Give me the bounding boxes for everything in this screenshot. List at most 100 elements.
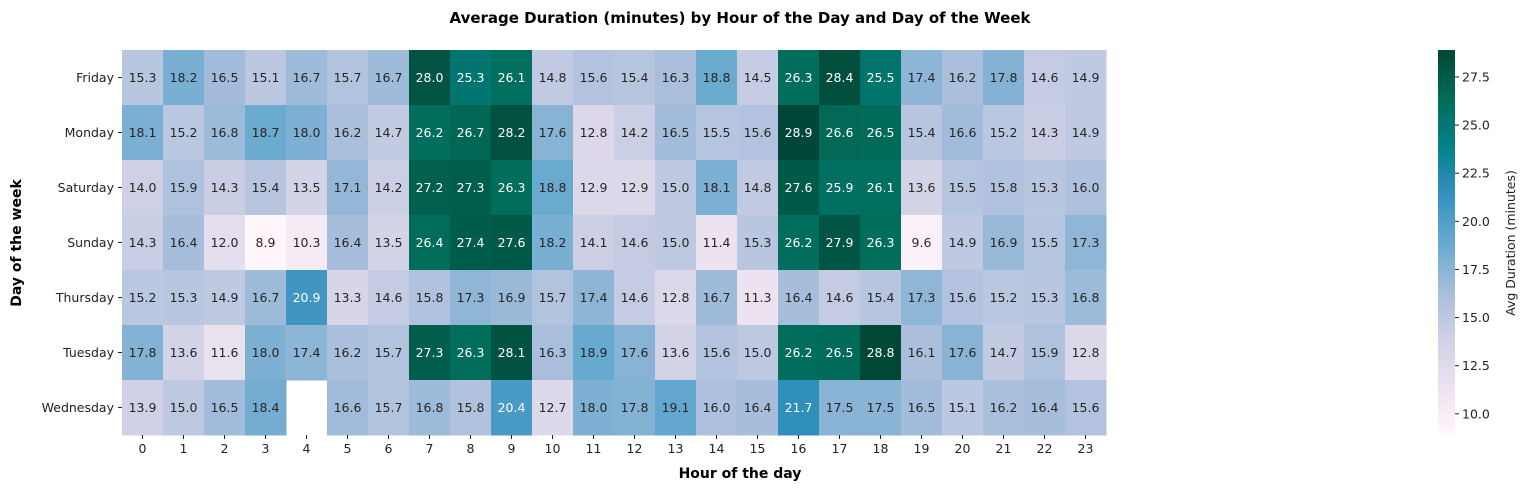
heatmap-cell [204, 215, 246, 271]
heatmap-cell [368, 270, 410, 326]
heatmap-cell [1024, 50, 1066, 106]
x-tick-label: 19 [914, 441, 930, 456]
heatmap-cell [1065, 160, 1107, 216]
cell-value-label: 15.8 [457, 400, 485, 415]
heatmap-cell [368, 105, 410, 161]
cell-value-label: 14.3 [129, 235, 157, 250]
heatmap-cell [778, 50, 820, 106]
heatmap-cell [532, 215, 574, 271]
cell-value-label: 16.6 [334, 400, 362, 415]
heatmap-cell [1065, 215, 1107, 271]
cell-value-label: 26.7 [457, 125, 485, 140]
cell-value-label: 16.3 [662, 70, 690, 85]
heatmap-cell [983, 50, 1025, 106]
heatmap-cell [491, 105, 533, 161]
heatmap-cell [819, 160, 861, 216]
heatmap-cell [737, 325, 779, 381]
heatmap-cell [983, 325, 1025, 381]
cell-value-label: 26.2 [785, 235, 813, 250]
cell-value-label: 20.9 [293, 290, 321, 305]
cell-value-label: 18.2 [170, 70, 198, 85]
y-tick-label: Saturday [58, 180, 115, 195]
heatmap-cell [491, 270, 533, 326]
heatmap-cell [983, 270, 1025, 326]
cell-value-label: 28.0 [416, 70, 444, 85]
cell-value-label: 18.9 [580, 345, 608, 360]
heatmap-cell [737, 160, 779, 216]
heatmap-cell [245, 50, 287, 106]
heatmap-cell [737, 380, 779, 436]
x-tick-label: 8 [467, 441, 475, 456]
heatmap-cell [163, 380, 205, 436]
heatmap-cell [573, 380, 615, 436]
cell-value-label: 16.4 [1031, 400, 1059, 415]
cell-value-label: 15.2 [170, 125, 198, 140]
cell-value-label: 17.8 [990, 70, 1018, 85]
x-tick-label: 13 [668, 441, 684, 456]
heatmap-cell [573, 325, 615, 381]
cell-value-label: 25.3 [457, 70, 485, 85]
cell-value-label: 14.6 [621, 290, 649, 305]
cell-value-label: 14.6 [1031, 70, 1059, 85]
heatmap-cell [1065, 270, 1107, 326]
heatmap-cell [245, 270, 287, 326]
heatmap-cell [327, 105, 369, 161]
heatmap-cell [327, 215, 369, 271]
heatmap-cell [655, 105, 697, 161]
heatmap-cell [532, 160, 574, 216]
heatmap-cell [532, 105, 574, 161]
heatmap-cell [614, 380, 656, 436]
cell-value-label: 14.9 [1072, 70, 1100, 85]
y-tick-label: Monday [65, 125, 115, 140]
cell-value-label: 15.6 [703, 345, 731, 360]
x-tick-label: 17 [832, 441, 848, 456]
x-tick-label: 1 [180, 441, 188, 456]
y-tick-label: Tuesday [62, 345, 114, 360]
cell-value-label: 18.0 [252, 345, 280, 360]
cell-value-label: 13.9 [129, 400, 157, 415]
heatmap-cell [1065, 105, 1107, 161]
cell-value-label: 15.9 [1031, 345, 1059, 360]
cell-value-label: 16.2 [334, 345, 362, 360]
cell-value-label: 14.1 [580, 235, 608, 250]
x-tick-label: 15 [750, 441, 766, 456]
cell-value-label: 15.5 [949, 180, 977, 195]
x-tick-label: 23 [1078, 441, 1094, 456]
heatmap-cell [204, 160, 246, 216]
cell-value-label: 12.8 [580, 125, 608, 140]
cell-value-label: 15.7 [539, 290, 567, 305]
heatmap-cell [122, 380, 164, 436]
cell-value-label: 15.4 [867, 290, 895, 305]
heatmap-cell [655, 160, 697, 216]
heatmap-cell [901, 215, 943, 271]
heatmap-cell [163, 325, 205, 381]
y-tick-label: Sunday [67, 235, 114, 250]
cell-value-label: 18.7 [252, 125, 280, 140]
heatmap-cell [614, 270, 656, 326]
heatmap-cell [327, 160, 369, 216]
cell-value-label: 15.5 [1031, 235, 1059, 250]
heatmap-cell [409, 215, 451, 271]
heatmap-cell [204, 50, 246, 106]
heatmap-cell [737, 270, 779, 326]
heatmap-cell [245, 160, 287, 216]
heatmap-cell [655, 270, 697, 326]
heatmap-cell [778, 270, 820, 326]
cell-value-label: 14.6 [621, 235, 649, 250]
cell-value-label: 14.6 [375, 290, 403, 305]
cell-value-label: 15.6 [580, 70, 608, 85]
cell-value-label: 26.3 [867, 235, 895, 250]
heatmap-cell [942, 160, 984, 216]
cell-value-label: 15.8 [990, 180, 1018, 195]
cell-value-label: 16.8 [1072, 290, 1100, 305]
colorbar-ticks: 10.0 12.5 15.0 17.5 20.0 22.5 25.0 27.5 [1455, 69, 1490, 421]
heatmap-cell [245, 325, 287, 381]
cell-value-label: 17.8 [129, 345, 157, 360]
heatmap-cell [1024, 325, 1066, 381]
x-tick-label: 0 [139, 441, 147, 456]
cell-value-label: 27.4 [457, 235, 485, 250]
y-axis-ticks: Friday Monday Saturday Sunday Thursday Tuesda… [42, 70, 122, 415]
cell-value-label: 16.0 [1072, 180, 1100, 195]
cell-value-label: 19.1 [662, 400, 690, 415]
